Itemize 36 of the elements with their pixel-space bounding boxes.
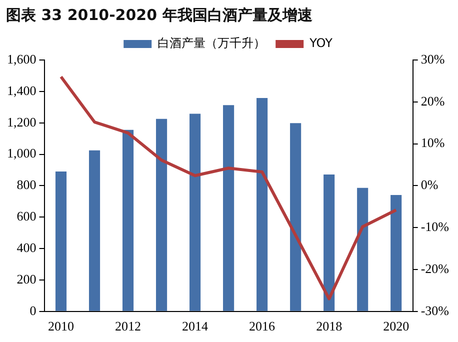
x-tick-label: 2018 (316, 318, 342, 334)
y2-tick-label: -20% (420, 260, 450, 276)
y-tick-label: 1,000 (7, 146, 36, 161)
y-tick-label: 1,400 (7, 82, 36, 98)
y2-tick-label: 0% (420, 177, 438, 192)
bar (324, 174, 335, 311)
chart-title: 图表 33 2010-2020 年我国白酒产量及增速 (5, 5, 314, 26)
legend-label: 白酒产量（万千升） (158, 36, 266, 50)
y2-tick-label: 30% (420, 51, 445, 66)
x-tick-label: 2016 (249, 318, 276, 334)
y-tick-label: 400 (16, 240, 36, 255)
bar (390, 194, 402, 311)
bar (256, 98, 268, 311)
x-tick-label: 2012 (115, 318, 142, 334)
y2-tick-label: 20% (420, 93, 445, 108)
y-tick-label: 1,200 (7, 114, 36, 130)
bar (88, 150, 100, 311)
x-tick-label: 2014 (182, 318, 209, 334)
legend-label: YOY (308, 36, 334, 50)
bar (156, 118, 168, 311)
bar (190, 114, 201, 311)
bar (223, 105, 234, 311)
bar (357, 188, 368, 311)
y-tick-label: 200 (16, 271, 36, 286)
bar (290, 123, 302, 311)
y-tick-label: 0 (30, 302, 36, 318)
bar (122, 130, 134, 311)
y2-tick-label: -10% (420, 219, 450, 234)
y2-tick-label: 10% (420, 135, 445, 150)
y2-tick-label: -30% (420, 302, 450, 318)
y-tick-label: 1,600 (7, 51, 36, 66)
x-tick-label: 2020 (383, 318, 410, 334)
y-tick-label: 800 (16, 177, 36, 192)
y-tick-label: 600 (16, 208, 36, 224)
x-tick-label: 2010 (48, 318, 74, 334)
bar (55, 172, 67, 311)
